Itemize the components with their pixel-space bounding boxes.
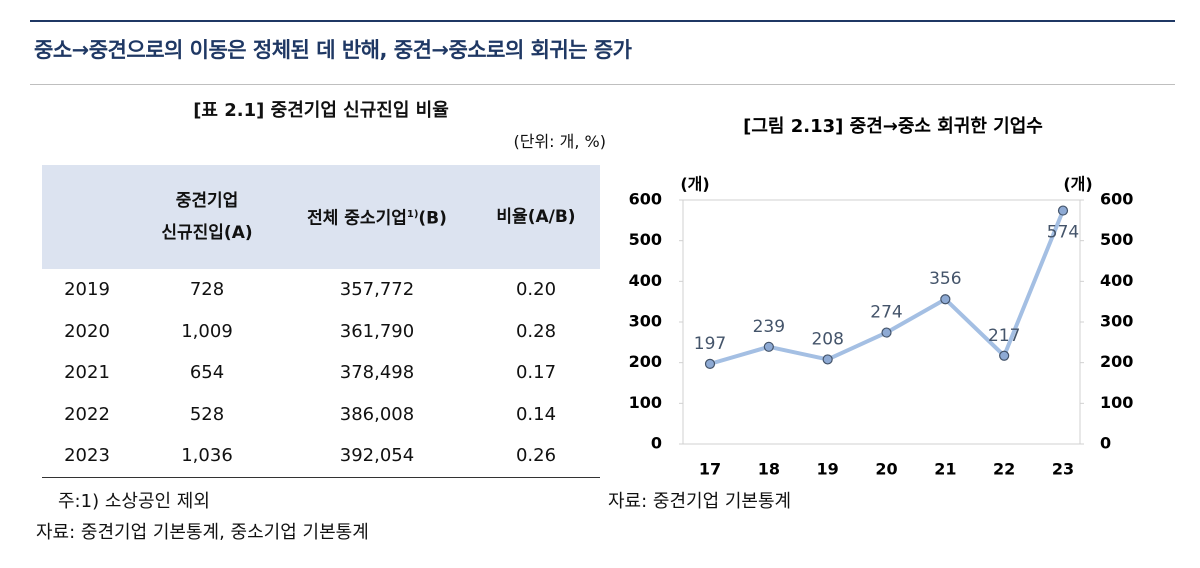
chart-title: [그림 2.13] 중견→중소 회귀한 기업수 <box>743 116 1043 137</box>
footnote-mark: 1) <box>406 209 419 221</box>
table-row: 2022 528 386,008 0.14 <box>42 394 600 436</box>
data-label: 217 <box>988 326 1020 346</box>
data-label: 574 <box>1047 223 1079 243</box>
y-tick-label: 400 <box>629 271 662 290</box>
table-cell: 361,790 <box>339 320 415 342</box>
section-title: 중소→중견으로의 이동은 정체된 데 반해, 중견→중소로의 회귀는 증가 <box>34 38 632 62</box>
data-label: 239 <box>753 317 785 337</box>
table-cell: 2020 <box>64 320 110 342</box>
point <box>704 358 716 369</box>
y-tick-label: 100 <box>629 393 662 412</box>
rule <box>30 84 1175 85</box>
table-cell: 1,036 <box>132 435 282 478</box>
x-tick-label: 19 <box>817 460 839 479</box>
table-cell: 0.20 <box>515 279 557 301</box>
header-cell <box>42 165 132 269</box>
point <box>763 341 774 352</box>
data-label: 274 <box>870 303 902 323</box>
point <box>822 354 833 365</box>
table-unit: (단위: 개, %) <box>513 132 607 151</box>
x-tick-label: 21 <box>934 460 956 479</box>
y2-tick-label: 600 <box>1100 190 1133 209</box>
table-cell: 378,498 <box>339 362 415 384</box>
header-text: 중견기업 <box>175 191 239 211</box>
table-cell: 2023 <box>42 435 132 478</box>
table-row: 2021 654 378,498 0.17 <box>42 352 600 394</box>
point <box>1057 205 1069 216</box>
data-label: 356 <box>929 269 961 289</box>
y2-tick-label: 300 <box>1100 312 1133 331</box>
y-tick-label: 500 <box>629 230 662 249</box>
table-cell: 386,008 <box>339 403 415 425</box>
x-tick-label: 20 <box>875 460 897 479</box>
y2-tick-label: 0 <box>1100 434 1111 453</box>
x-tick-label: 22 <box>993 460 1015 479</box>
header-cell: 전체 중소기업1)(B) <box>282 165 472 269</box>
y-tick-label: 600 <box>629 190 662 209</box>
table-source: 자료: 중견기업 기본통계, 중소기업 기본통계 <box>36 522 369 543</box>
point <box>999 350 1010 361</box>
y2-unit: (개) <box>1063 175 1092 194</box>
table-row: 2023 1,036 392,054 0.26 <box>42 435 600 478</box>
y2-tick-label: 100 <box>1100 393 1133 412</box>
table-cell: 654 <box>189 362 225 384</box>
table-row: 2020 1,009 361,790 0.28 <box>42 311 600 353</box>
table-cell: 0.17 <box>515 362 557 384</box>
y2-tick-label: 400 <box>1100 271 1133 290</box>
header-cell: 비율(A/B) <box>472 165 600 269</box>
table-cell: 528 <box>189 403 225 425</box>
rule <box>30 20 1175 22</box>
table-cell: 728 <box>189 279 225 301</box>
header-text: 신규진입(A) <box>161 223 253 243</box>
table-title: [표 2.1] 중견기업 신규진입 비율 <box>193 100 449 121</box>
table-cell: 0.28 <box>515 320 557 342</box>
x-tick-label: 17 <box>699 460 721 479</box>
y-tick-label: 200 <box>629 352 662 371</box>
table-cell: 2022 <box>64 403 110 425</box>
table-cell: 392,054 <box>282 435 472 478</box>
x-tick-label: 18 <box>758 460 780 479</box>
y2-tick-label: 500 <box>1100 230 1133 249</box>
x-tick-label: 23 <box>1052 460 1074 479</box>
y2-tick-label: 200 <box>1100 352 1133 371</box>
header-text: (B) <box>418 208 447 229</box>
y-unit: (개) <box>680 175 709 194</box>
table-cell: 2021 <box>64 362 110 384</box>
y-tick-label: 300 <box>629 312 662 331</box>
data-label: 208 <box>811 329 843 349</box>
table: 중견기업 신규진입(A) 전체 중소기업1)(B) 비율(A/B) 2019 728 357… <box>42 165 600 478</box>
table-cell: 0.14 <box>515 403 557 425</box>
table-note: 주:1) 소상공인 제외 <box>58 491 210 512</box>
table-cell: 0.26 <box>472 435 600 478</box>
chart-source: 자료: 중견기업 기본통계 <box>608 491 792 512</box>
header-row: 중견기업 신규진입(A) 전체 중소기업1)(B) 비율(A/B) <box>42 165 600 269</box>
table-cell: 1,009 <box>181 320 233 342</box>
point <box>940 294 951 305</box>
table-cell: 357,772 <box>339 279 415 301</box>
header-text: 전체 중소기업 <box>307 208 407 229</box>
table-row: 2019 728 357,772 0.20 <box>42 269 600 311</box>
y-tick-label: 0 <box>651 434 662 453</box>
point <box>881 327 892 338</box>
table-cell: 2019 <box>64 279 110 301</box>
data-label: 197 <box>694 334 726 354</box>
